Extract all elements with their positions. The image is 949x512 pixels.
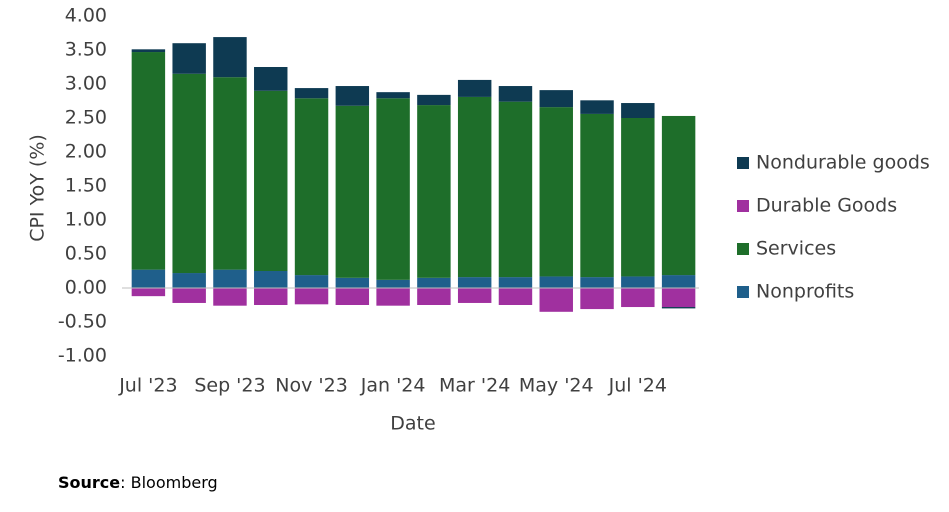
legend-swatch	[737, 157, 749, 169]
bar-segment	[254, 271, 288, 288]
x-tick-label: Jul '23	[118, 375, 177, 397]
bar-segment	[376, 92, 410, 99]
bar-segment	[661, 288, 696, 308]
bar-segment	[457, 288, 492, 303]
bar-segment	[294, 98, 329, 276]
x-tick-label: Nov '23	[275, 375, 348, 397]
bar-segment	[213, 37, 247, 78]
bar-segment	[294, 288, 329, 305]
bar-segment	[172, 288, 206, 303]
x-tick-label: Jan '24	[360, 375, 426, 397]
bar-segment	[335, 288, 370, 305]
bar-segment	[580, 113, 614, 278]
x-tick-label: Mar '24	[439, 375, 510, 397]
bar-segment	[213, 269, 247, 288]
y-tick-label: 0.50	[65, 243, 107, 265]
legend-label: Nonprofits	[756, 281, 854, 303]
bar-segment	[254, 90, 288, 271]
bar-segment	[580, 288, 614, 310]
bar-segment	[457, 79, 492, 97]
bar-segment	[661, 307, 696, 309]
bar-segment	[498, 86, 533, 102]
bar-segment	[417, 94, 451, 106]
bar-segment	[172, 73, 206, 274]
legend-swatch	[737, 243, 749, 255]
bar-segment	[335, 277, 370, 288]
bar-segment	[335, 105, 370, 278]
bar-segment	[621, 103, 655, 118]
bar-segment	[580, 100, 614, 114]
bar-segment	[457, 277, 492, 288]
bar-segment	[172, 43, 206, 74]
y-tick-label: 3.00	[65, 73, 107, 95]
legend-label: Durable Goods	[756, 195, 897, 217]
y-tick-label: 4.00	[65, 5, 107, 27]
x-tick-label: Sep '23	[194, 375, 265, 397]
bar-segment	[213, 288, 247, 306]
bar-segment	[294, 275, 329, 288]
bar-segment	[621, 288, 655, 308]
bar-segment	[417, 105, 451, 278]
bar-segment	[172, 273, 206, 288]
bar-segment	[213, 77, 247, 270]
bar-segment	[580, 277, 614, 288]
bar-segment	[498, 288, 533, 305]
y-tick-label: 0.00	[65, 277, 107, 299]
bar-segment	[417, 288, 451, 305]
source-label: Source	[58, 473, 120, 492]
y-tick-label: -1.00	[58, 345, 107, 367]
bar-segment	[539, 107, 573, 277]
bar-segment	[376, 279, 410, 288]
bar-segment	[539, 90, 573, 108]
bar-segment	[376, 288, 410, 306]
bar-segment	[457, 96, 492, 278]
y-axis-title: CPI YoY (%)	[27, 134, 49, 242]
bar-segment	[131, 49, 166, 53]
legend-swatch	[737, 200, 749, 212]
bar-segment	[131, 288, 166, 297]
x-tick-label: May '24	[519, 375, 594, 397]
y-tick-label: 2.00	[65, 141, 107, 163]
legend-swatch	[737, 286, 749, 298]
bar-segment	[254, 67, 288, 91]
bar-segment	[417, 277, 451, 288]
bar-segment	[335, 86, 370, 106]
bar-segment	[539, 288, 573, 312]
x-axis-title: Date	[390, 413, 435, 435]
legend-label: Services	[756, 238, 836, 260]
y-tick-label: 2.50	[65, 107, 107, 129]
bar-segment	[294, 88, 329, 99]
bar-segment	[498, 277, 533, 288]
bar-segment	[131, 269, 166, 288]
bar-segment	[539, 276, 573, 288]
bar-segment	[661, 115, 696, 276]
source-text: : Bloomberg	[120, 473, 218, 492]
y-tick-label: 1.00	[65, 209, 107, 231]
bar-segment	[131, 52, 166, 270]
y-tick-label: -0.50	[58, 311, 107, 333]
source: Source: Bloomberg	[58, 473, 218, 492]
legend-label: Nondurable goods	[756, 152, 930, 174]
bar-segment	[621, 276, 655, 288]
bar-segment	[254, 288, 288, 305]
bar-segment	[621, 118, 655, 277]
y-tick-label: 1.50	[65, 175, 107, 197]
y-tick-label: 3.50	[65, 39, 107, 61]
bar-segment	[661, 275, 696, 288]
bar-segment	[376, 98, 410, 280]
bar-segment	[498, 101, 533, 278]
x-tick-label: Jul '24	[608, 375, 667, 397]
